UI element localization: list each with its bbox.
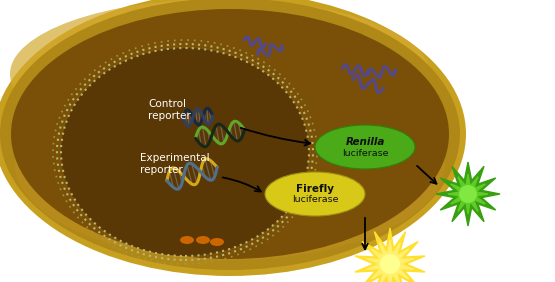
Ellipse shape	[15, 68, 445, 260]
Ellipse shape	[210, 238, 224, 246]
Ellipse shape	[315, 125, 415, 169]
Polygon shape	[448, 174, 488, 214]
Ellipse shape	[10, 0, 430, 149]
Ellipse shape	[61, 48, 309, 256]
Ellipse shape	[265, 172, 365, 216]
Ellipse shape	[196, 236, 210, 244]
Circle shape	[380, 254, 400, 274]
Text: Firefly: Firefly	[296, 184, 334, 194]
Text: Renilla: Renilla	[345, 137, 385, 147]
Ellipse shape	[11, 9, 449, 259]
Ellipse shape	[180, 236, 194, 244]
Text: Experimental
reporter: Experimental reporter	[140, 153, 210, 175]
Text: Control
reporter: Control reporter	[148, 99, 191, 121]
Circle shape	[459, 185, 477, 203]
Ellipse shape	[0, 0, 466, 276]
Text: luciferase: luciferase	[292, 195, 338, 204]
Text: luciferase: luciferase	[342, 149, 388, 158]
Ellipse shape	[0, 0, 460, 270]
Polygon shape	[367, 240, 413, 282]
Polygon shape	[355, 228, 425, 282]
Polygon shape	[436, 162, 500, 226]
